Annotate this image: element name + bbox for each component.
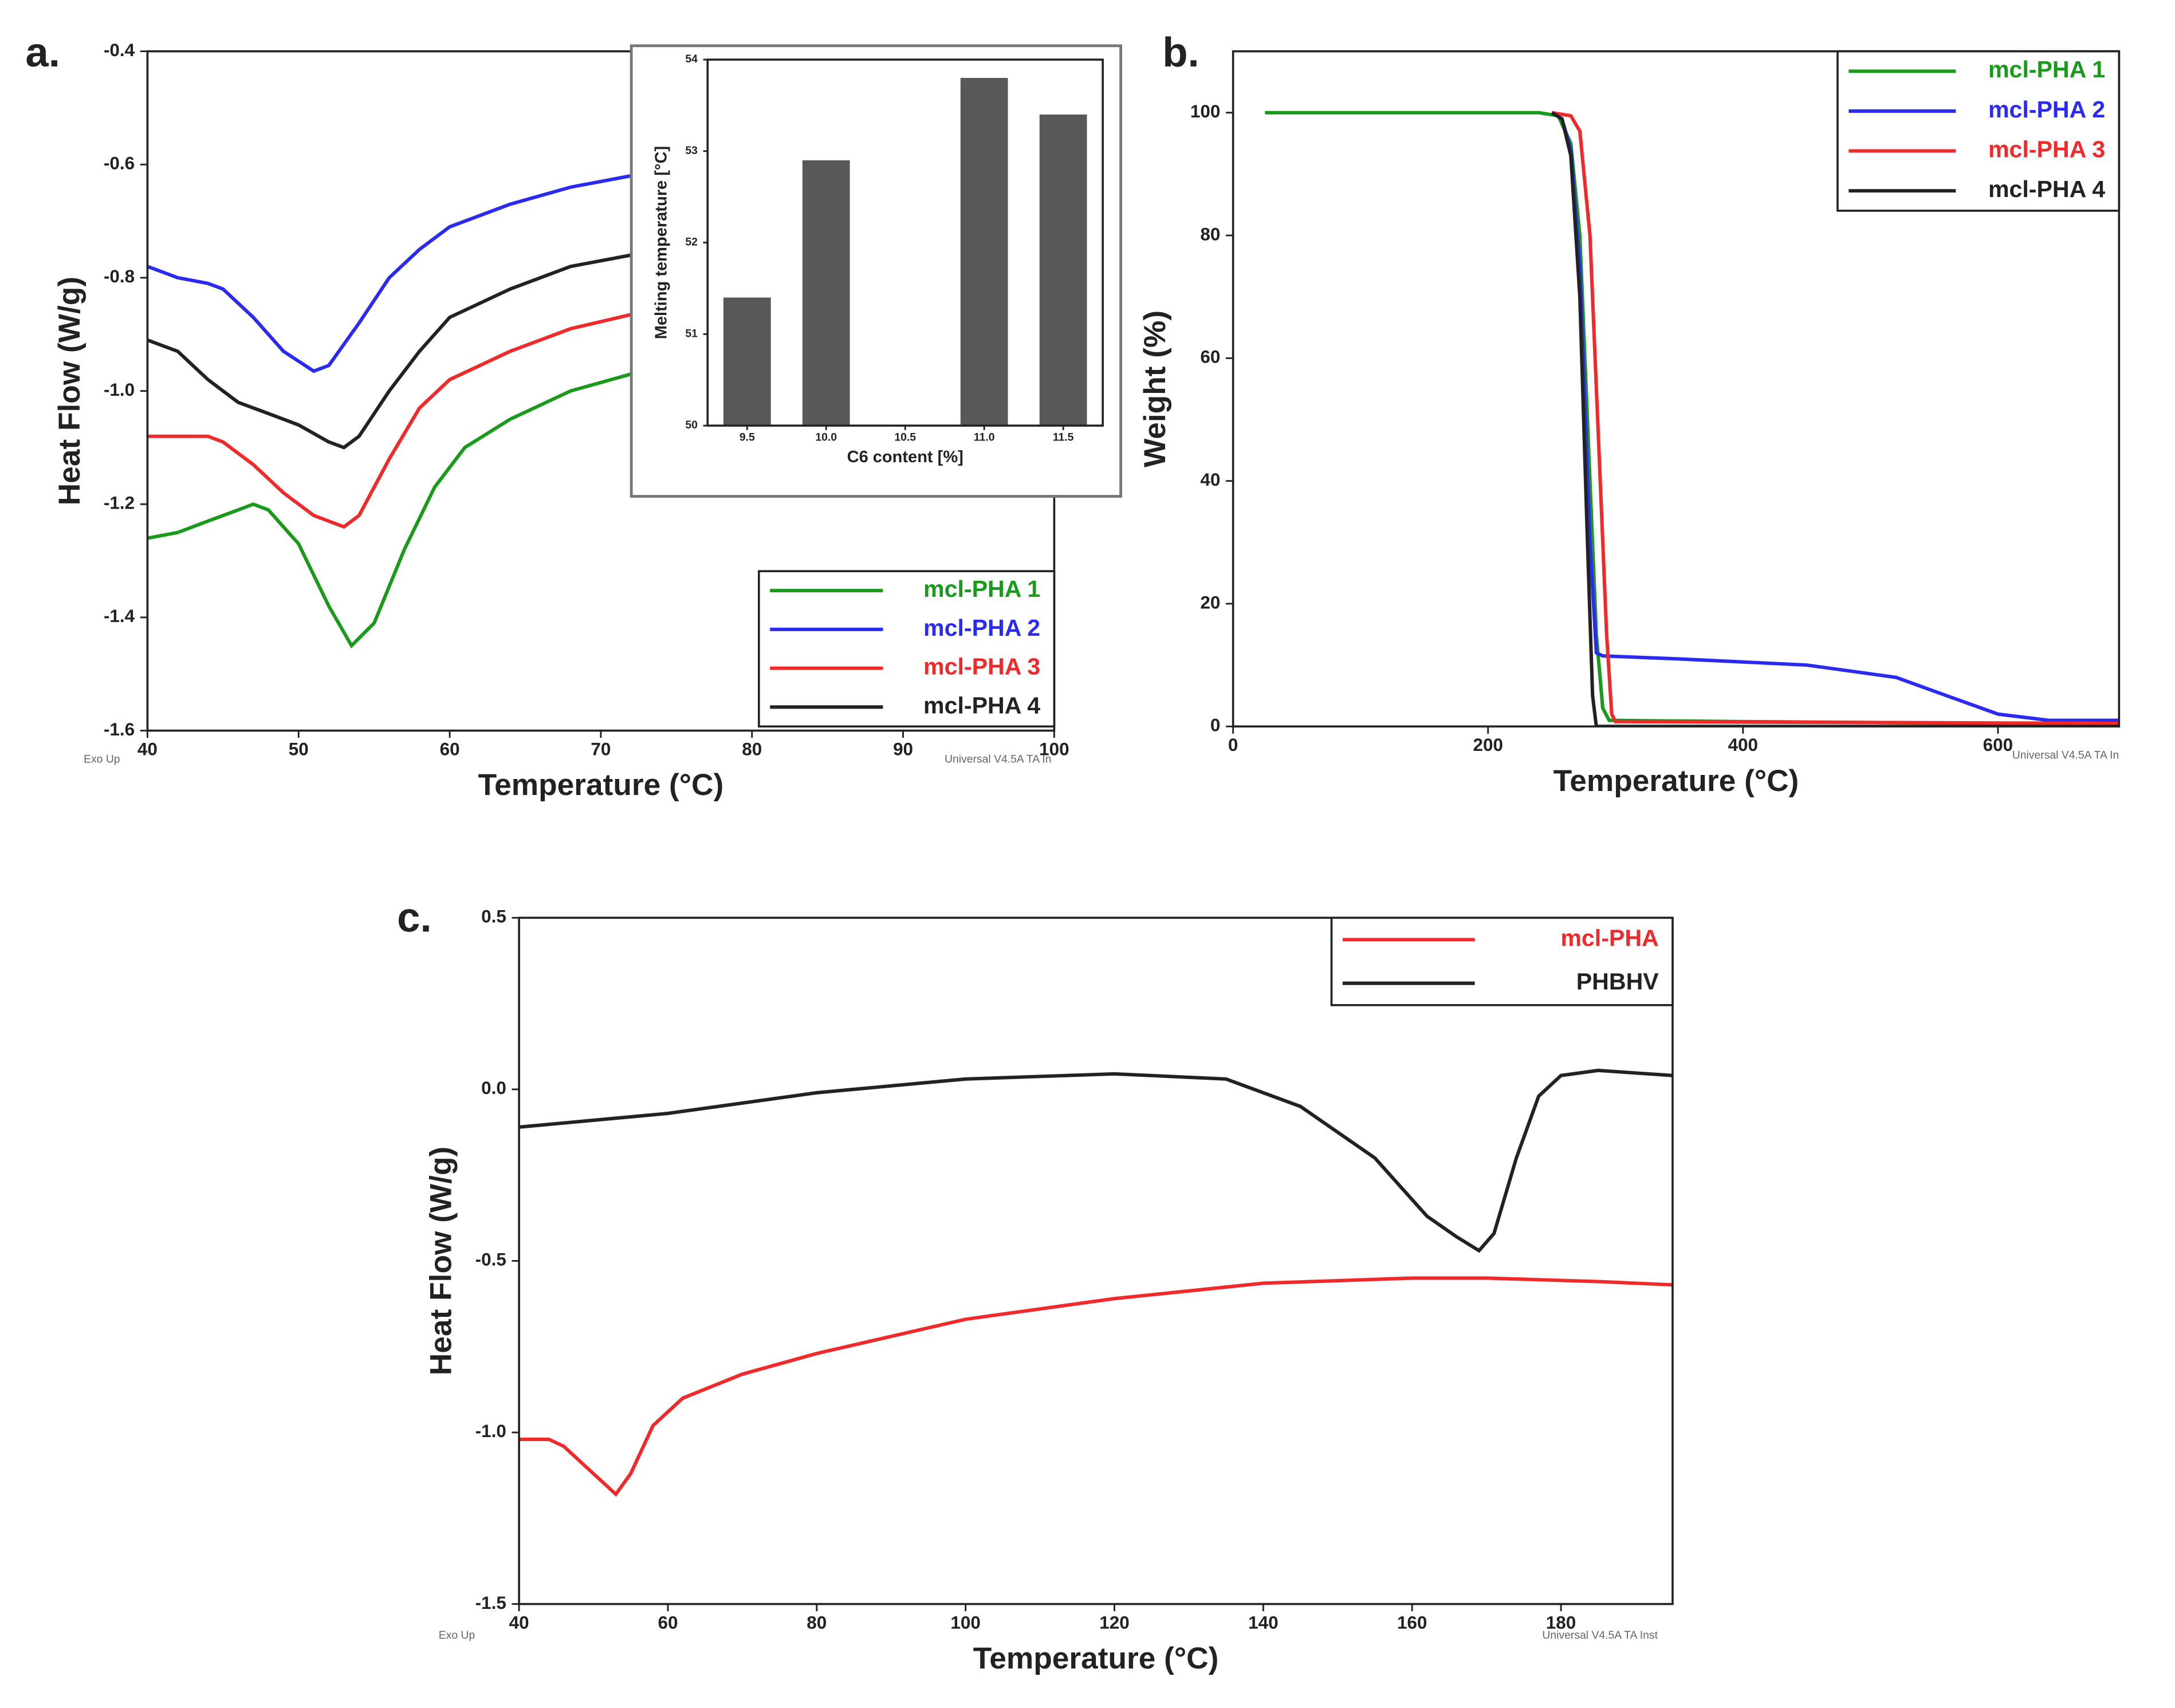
x-tick-label: 11.5 <box>1053 431 1074 443</box>
x-tick-label: 11.0 <box>974 431 995 443</box>
y-tick-label: -1.2 <box>104 493 135 513</box>
y-tick-label: -1.0 <box>104 380 135 400</box>
y-tick-label: 52 <box>685 236 698 249</box>
legend-label: mcl-PHA 1 <box>1988 56 2105 82</box>
bar <box>723 297 771 426</box>
legend-label: mcl-PHA 3 <box>923 654 1040 680</box>
y-tick-label: 54 <box>685 53 698 65</box>
legend-frame <box>1330 916 1674 1006</box>
bar <box>960 78 1008 426</box>
x-tick-label: 600 <box>1983 735 2013 755</box>
panel: 0 200 400 600 0 20 40 60 80 100 Temperature (°C) We… <box>1138 29 2121 798</box>
y-axis-title: Melting temperature [°C] <box>652 146 671 339</box>
legend-label: mcl-PHA 2 <box>923 615 1040 641</box>
line <box>1551 111 2119 727</box>
panel: 40 60 80 100 120 140 160 180 -1.5 -1.0 -0.5 0.0 0.5 T… <box>397 894 1674 1675</box>
y-tick-label: 0 <box>1210 715 1220 735</box>
inset-frame <box>630 44 1123 498</box>
panel-label: c. <box>397 894 432 940</box>
legend-label: mcl-PHA 2 <box>1988 96 2105 123</box>
x-tick-label: 200 <box>1473 735 1503 755</box>
panel: 9.5 10.0 10.5 11.0 11.5 50 51 52 53 54 C6 content … <box>630 44 1123 498</box>
legend-label: mcl-PHA 4 <box>1988 176 2105 202</box>
x-axis-title: C6 content [%] <box>847 448 963 466</box>
x-tick-label: 9.5 <box>740 431 755 443</box>
y-axis-title: Heat Flow (W/g) <box>53 277 86 505</box>
x-axis-title: Temperature (°C) <box>973 1642 1219 1675</box>
panel-label: b. <box>1162 29 1199 76</box>
legend-label: PHBHV <box>1576 969 1659 995</box>
line <box>519 1068 1673 1253</box>
plot-frame <box>518 916 1674 1605</box>
x-axis-title: Temperature (°C) <box>1553 764 1799 798</box>
y-tick-label: -0.4 <box>104 40 135 60</box>
legend-label: mcl-PHA 3 <box>1988 136 2105 162</box>
annotation: Universal V4.5A TA Inst <box>1542 1629 1658 1642</box>
plot-frame <box>1232 50 2121 728</box>
x-tick-label: 140 <box>1248 1612 1278 1632</box>
y-tick-label: 0.5 <box>481 907 506 927</box>
x-tick-label: 70 <box>591 739 611 759</box>
y-tick-label: 100 <box>1190 101 1220 121</box>
legend-label: mcl-PHA <box>1560 924 1658 951</box>
y-tick-label: -1.4 <box>104 606 135 626</box>
y-tick-label: -1.6 <box>104 719 135 739</box>
legend-frame <box>1836 50 2121 212</box>
x-tick-label: 400 <box>1728 735 1758 755</box>
x-tick-label: 40 <box>509 1612 529 1632</box>
x-tick-label: 50 <box>289 739 309 759</box>
legend-frame <box>758 570 1056 728</box>
bar <box>1039 114 1087 426</box>
x-tick-label: 60 <box>658 1612 678 1632</box>
line <box>519 1276 1673 1497</box>
legend-label: mcl-PHA 4 <box>923 692 1040 718</box>
x-tick-label: 60 <box>440 739 460 759</box>
panel-label: a. <box>25 29 60 76</box>
y-axis-title: Weight (%) <box>1138 310 1172 467</box>
y-tick-label: 20 <box>1200 592 1220 612</box>
y-tick-label: 51 <box>685 327 698 340</box>
x-tick-label: 80 <box>807 1612 827 1632</box>
x-tick-label: 90 <box>893 739 913 759</box>
x-tick-label: 80 <box>742 739 762 759</box>
x-tick-label: 100 <box>1039 739 1069 759</box>
y-tick-label: -0.5 <box>475 1250 506 1270</box>
annotation: Universal V4.5A TA In <box>2012 749 2119 761</box>
y-tick-label: 0.0 <box>481 1078 506 1098</box>
annotation: Universal V4.5A TA In <box>945 753 1052 766</box>
panel: 40 50 60 70 80 90 100 -1.6 -1.4 -1.2 -1.0 -0.8 -0.6 -… <box>25 29 1069 802</box>
y-tick-label: 80 <box>1200 224 1220 244</box>
y-tick-label: 40 <box>1200 470 1220 490</box>
x-tick-label: 120 <box>1099 1612 1129 1632</box>
x-tick-label: 180 <box>1546 1612 1576 1632</box>
y-tick-label: 53 <box>685 144 698 157</box>
x-tick-label: 160 <box>1397 1612 1427 1632</box>
y-tick-label: -1.5 <box>475 1593 506 1613</box>
y-axis-title: Heat Flow (W/g) <box>424 1147 458 1375</box>
annotation: Exo Up <box>84 753 120 766</box>
y-tick-label: -1.0 <box>475 1421 506 1441</box>
x-tick-label: 10.0 <box>815 431 837 443</box>
y-tick-label: -0.8 <box>104 266 135 286</box>
x-tick-label: 40 <box>137 739 158 759</box>
y-tick-label: 60 <box>1200 347 1220 367</box>
y-tick-label: -0.6 <box>104 154 135 174</box>
line <box>1551 111 2119 726</box>
y-tick-label: 50 <box>685 419 698 431</box>
annotation: Exo Up <box>439 1629 475 1642</box>
bar <box>802 160 850 426</box>
x-axis-title: Temperature (°C) <box>478 768 724 802</box>
x-tick-label: 100 <box>950 1612 980 1632</box>
x-tick-label: 10.5 <box>894 431 916 443</box>
x-tick-label: 0 <box>1228 735 1238 755</box>
legend-label: mcl-PHA 1 <box>923 576 1040 602</box>
